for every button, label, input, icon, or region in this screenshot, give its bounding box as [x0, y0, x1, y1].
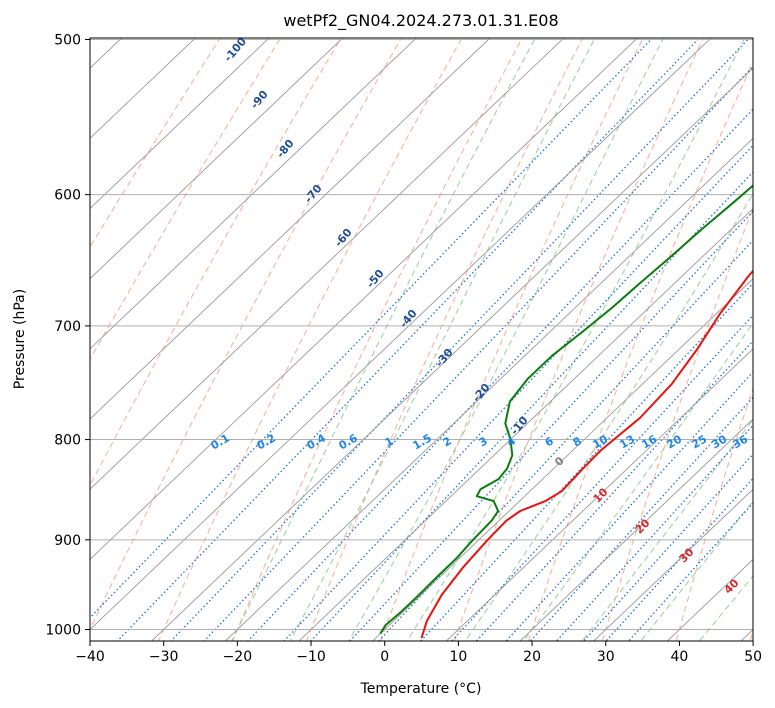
y-tick-label: 900: [54, 533, 81, 549]
mixing-ratio-line: [555, 424, 753, 641]
isotherm-line: [90, 38, 565, 490]
x-tick-label: 30: [597, 649, 615, 665]
mixing-ratio-line: [505, 371, 753, 641]
isotherm-line: [90, 38, 712, 631]
moist-adiabat-line: [289, 38, 596, 641]
mixing-ratio-lines: [90, 39, 753, 641]
isotherm-line: [90, 38, 491, 420]
x-tick-label: 50: [744, 649, 762, 665]
x-axis-label: Temperature (°C): [360, 681, 482, 697]
y-tick-label: 800: [54, 433, 81, 449]
dry-adiabat-line: [305, 38, 584, 641]
mixing-ratio-line: [90, 39, 652, 619]
dry-adiabat-line: [157, 38, 463, 641]
mixing-ratio-line: [419, 282, 753, 641]
plot-area: -100-90-80-70-60-50-40-30-20-100.1 0.2 0.4…: [90, 38, 753, 641]
x-tick-label: 0: [380, 649, 389, 665]
dry-adiabats: [90, 38, 753, 641]
y-tick-label: 500: [54, 32, 81, 48]
mixing-ratio-line: [450, 314, 753, 641]
isotherm-line: [371, 278, 753, 641]
x-tick-label: −30: [149, 649, 179, 665]
dry-adiabat-line: [379, 38, 644, 641]
mixing-ratio-line: [116, 39, 699, 641]
dry-adiabat-line: [90, 38, 282, 361]
mixing-ratio-line: [283, 144, 753, 641]
x-tick-label: 20: [523, 649, 541, 665]
isotherm-line: [150, 67, 753, 641]
x-tick-label: −10: [296, 649, 326, 665]
mixing-ratio-line: [529, 396, 753, 641]
dry-adiabat-line: [90, 38, 403, 631]
mixing-ratio-line: [246, 108, 753, 641]
dewpoint-profile: [379, 184, 753, 635]
temperature-profile: [420, 269, 753, 639]
y-axis-ticks: 1000900800700600500400300200100: [45, 32, 90, 639]
profile-series: [379, 184, 753, 639]
pressure-gridlines: [90, 38, 753, 630]
skewed-isotherms: [90, 38, 753, 641]
y-tick-label: 1000: [45, 623, 81, 639]
x-tick-label: 10: [449, 649, 467, 665]
dry-adiabat-line: [675, 386, 753, 641]
chart-title: wetPf2_GN04.2024.273.01.31.E08: [283, 11, 558, 31]
dry-adiabat-line: [231, 38, 523, 641]
mixing-ratio-line: [475, 339, 753, 641]
y-axis-label: Pressure (hPa): [12, 289, 28, 389]
x-tick-label: −20: [223, 649, 253, 665]
plot-frame: [89, 37, 754, 642]
y-tick-label: 600: [54, 188, 81, 204]
x-tick-label: 40: [671, 649, 689, 665]
x-tick-label: −40: [75, 649, 105, 665]
dry-adiabat-line: [527, 60, 753, 641]
isotherm-line: [90, 38, 418, 350]
mixing-ratio-line: [203, 65, 753, 641]
x-axis-ticks: −40 −30 −20 −10 0 10 20 30 40 50: [75, 641, 762, 665]
y-tick-label: 700: [54, 319, 81, 335]
isotherm-line: [298, 207, 753, 641]
isotherm-line: [224, 137, 753, 641]
isotherm-line: [90, 38, 639, 560]
